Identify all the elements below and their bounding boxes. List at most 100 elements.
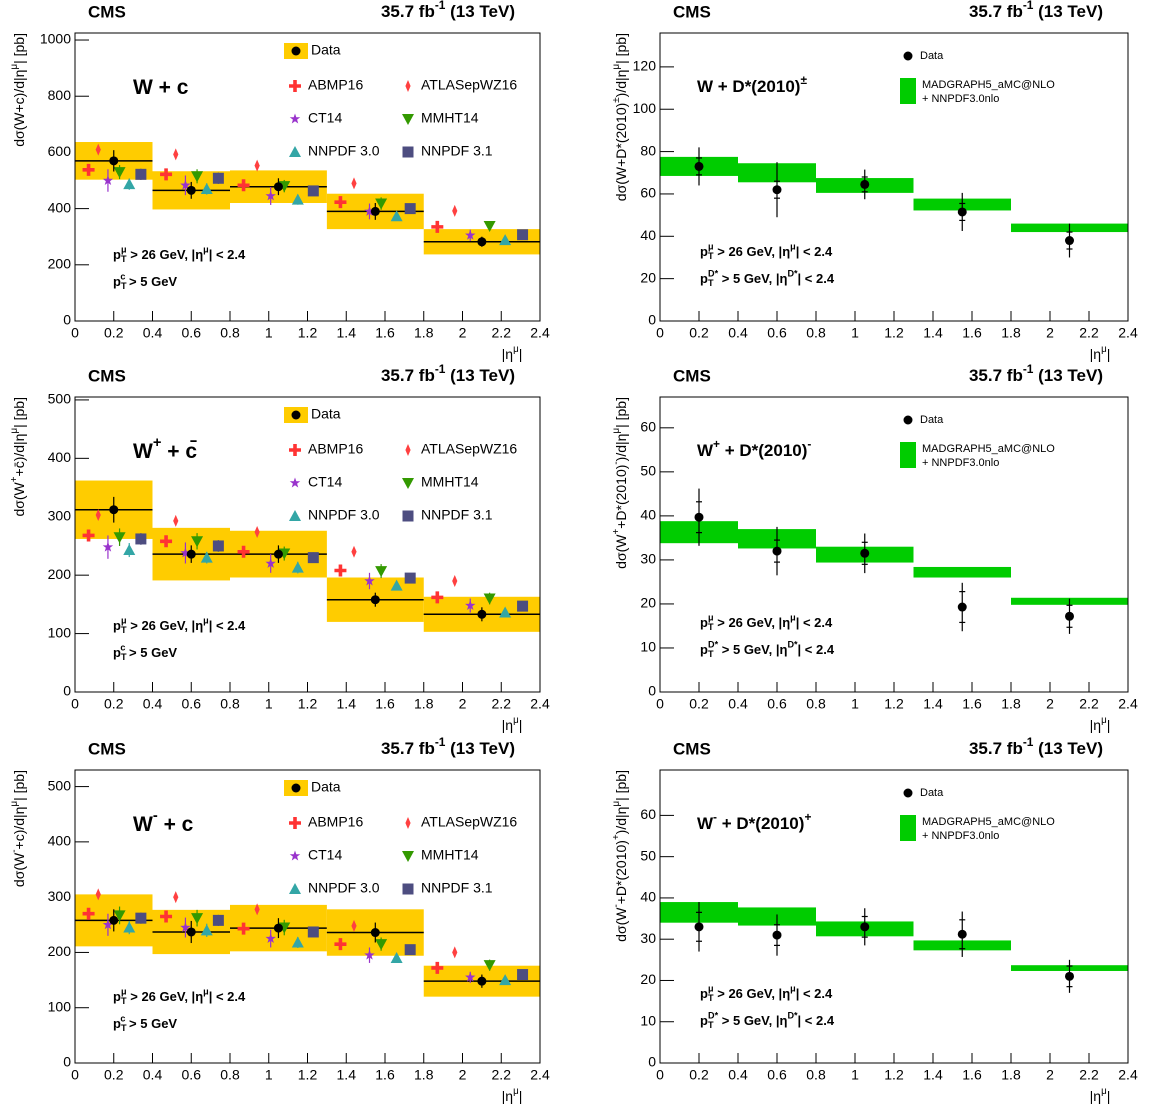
legend-label: Data [311,779,341,795]
prediction-marker [364,205,375,216]
y-tick-label: 600 [48,143,72,159]
prediction-marker [180,922,191,933]
y-tick-label: 30 [640,551,656,567]
data-marker [957,929,967,939]
selection-cut: pTD* > 5 GeV, |ηD*| < 2.4 [700,640,835,660]
prediction-marker [102,175,114,185]
legend-marker [289,444,302,457]
x-tick-label: 1.8 [1001,696,1021,712]
x-axis-title: |ημ| [1090,1086,1111,1104]
x-tick-label: 0.6 [182,696,202,712]
experiment-label: CMS [673,739,711,758]
legend-label: ATLASepWZ16 [421,814,517,830]
y-tick-label: 0 [648,683,656,699]
luminosity-label: 35.7 fb-1 (13 TeV) [381,735,515,758]
y-tick-label: 30 [640,930,656,946]
legend-marker [405,817,411,829]
legend-label: ABMP16 [308,441,363,457]
x-tick-label: 1 [851,325,859,341]
prediction-marker [212,540,224,552]
legend-swatch [900,442,916,468]
prediction-marker [483,221,496,233]
prediction-marker [237,179,250,192]
x-tick-label: 0.8 [806,1067,826,1083]
prediction-marker [291,561,304,573]
x-tick-label: 0 [71,325,79,341]
x-tick-label: 1.2 [298,325,318,341]
data-marker [772,185,782,195]
panel: CMS 35.7 fb-1 (13 TeV) dσ(W++D*(2010)-)/d|… [611,362,1138,733]
y-tick-label: 20 [640,971,656,987]
x-tick-label: 1.2 [298,1067,318,1083]
selection-cut: pTc > 5 GeV [113,272,177,292]
legend-label: ABMP16 [308,77,363,93]
legend-marker [402,851,414,862]
legend-swatch [900,815,916,841]
y-tick-label: 40 [640,889,656,905]
x-tick-label: 2.4 [1118,325,1138,341]
y-tick-label: 120 [633,58,657,74]
prediction-marker [364,949,375,960]
process-label: W + D*(2010)± [697,73,807,96]
data-marker [273,549,283,559]
luminosity-label: 35.7 fb-1 (13 TeV) [381,362,515,385]
data-marker [957,207,967,217]
prediction-marker [160,168,173,181]
selection-cut: pTμ > 26 GeV, |ημ| < 2.4 [700,242,833,262]
data-marker [694,161,704,171]
legend-marker [289,883,301,894]
y-tick-label: 0 [648,312,656,328]
data-marker [273,923,283,933]
prediction-marker [123,544,136,556]
data-marker [860,548,870,558]
prediction-marker [212,172,224,184]
y-tick-label: 0 [63,683,71,699]
prediction-marker [82,529,95,542]
plot-frame [659,32,1129,322]
x-tick-label: 0.2 [104,696,124,712]
legend-marker [289,146,301,157]
legend-marker [289,477,301,488]
data-marker [109,505,119,515]
data-marker [1065,611,1074,621]
prediction-marker [212,914,224,926]
y-tick-label: 300 [48,507,72,523]
prediction-marker [390,951,403,963]
y-tick-label: 80 [640,142,656,158]
legend-label: Data [920,414,944,426]
y-tick-label: 60 [640,806,656,822]
y-tick-label: 20 [640,269,656,285]
x-tick-label: 1.8 [414,1067,434,1083]
prediction-marker [265,190,276,201]
x-tick-label: 2 [1046,696,1054,712]
x-tick-label: 0.8 [220,696,240,712]
legend-label: NNPDF 3.0 [308,507,380,523]
prediction-marker [180,547,191,558]
selection-cut: pTμ > 26 GeV, |ημ| < 2.4 [700,613,833,633]
experiment-label: CMS [673,2,711,21]
prediction-marker [191,536,204,548]
legend-label: CT14 [308,847,342,863]
panel: CMS 35.7 fb-1 (13 TeV) dσ(W-+c)/d|ημ| [pb]… [9,735,550,1104]
plot-frame [74,396,541,693]
x-tick-label: 0.6 [767,325,787,341]
prediction-marker [123,178,136,190]
data-marker [477,609,487,619]
prediction-marker [180,179,191,190]
process-label: W- + c [133,808,194,835]
y-tick-label: 400 [48,199,72,215]
y-tick-label: 0 [648,1054,656,1070]
prediction-marker [135,168,147,180]
x-tick-label: 2.2 [492,696,512,712]
y-axis-title: dσ(W++D*(2010)-)/d|ημ| [pb] [611,397,629,569]
y-axis-title: dσ(W-+D*(2010)+)/d|ημ| [pb] [611,770,629,942]
legend-data-marker [291,46,301,56]
data-marker [860,179,870,189]
prediction-marker [517,229,529,241]
legend-label: MMHT14 [421,474,479,490]
y-tick-label: 20 [640,595,656,611]
x-tick-label: 1.2 [884,1067,904,1083]
legend-label: Data [920,787,944,799]
prediction-marker [499,606,512,618]
